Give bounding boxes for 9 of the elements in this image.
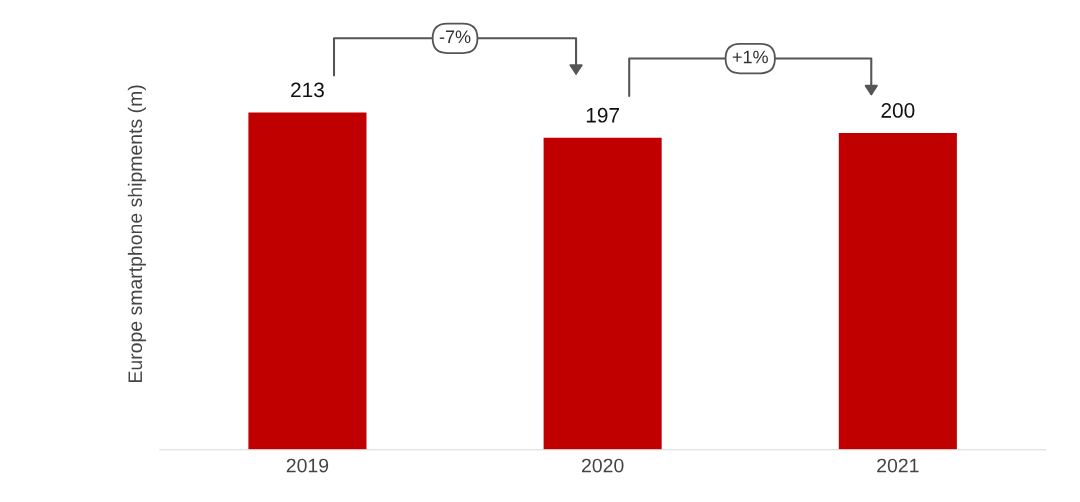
data-label: 200 [881,103,915,118]
y-axis-title: Europe smartphone shipments (m) [127,85,146,382]
text: -7% [439,30,471,44]
text: +1% [732,50,768,64]
data-label: 213 [291,82,324,98]
data-label: 197 [586,107,619,123]
x-tick-label: 2021 [877,458,919,473]
x-tick-label: 2020 [581,458,624,473]
x-tick-label: 2019 [286,458,329,473]
